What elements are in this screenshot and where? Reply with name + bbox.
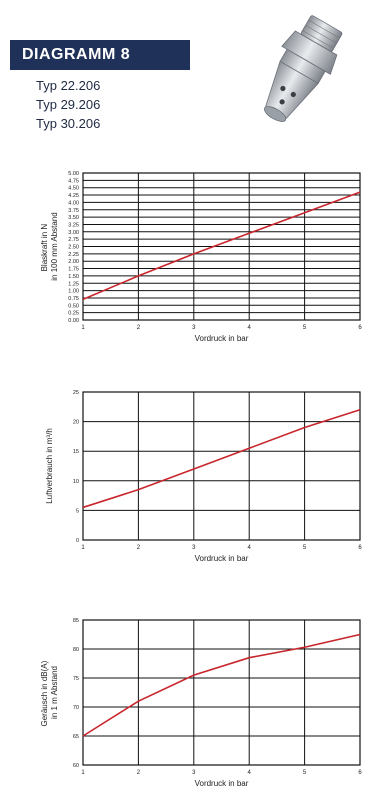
grid-lines bbox=[82, 391, 361, 541]
x-tick-label: 2 bbox=[137, 545, 141, 551]
chart-blaskraft: 0.000.25 0.500.751.00 1.251.501.75 2.002.25… bbox=[40, 171, 362, 343]
y-axis-label: Blaskraft in N in 100 mm Abstand bbox=[40, 212, 59, 280]
type-label-3: Typ 30.206 bbox=[36, 116, 101, 131]
y-tick-label: 2.25 bbox=[68, 252, 79, 258]
y-tick-label: 5 bbox=[76, 508, 79, 514]
y-tick-label: 5.00 bbox=[68, 171, 79, 177]
y-tick-label: 2.00 bbox=[68, 259, 79, 265]
x-tick-label: 4 bbox=[248, 770, 252, 776]
x-tick-label: 3 bbox=[192, 545, 196, 551]
y-tick-label: 0 bbox=[76, 538, 79, 544]
y-tick-label: 85 bbox=[73, 618, 79, 624]
y-axis-label: Geräusch in dB(A) in 1 m Abstand bbox=[40, 658, 59, 726]
y-tick-label: 0.25 bbox=[68, 311, 79, 317]
y-tick-label: 0.00 bbox=[68, 318, 79, 324]
y-axis-label-line-2: in 100 mm Abstand bbox=[50, 212, 59, 280]
x-tick-label: 2 bbox=[137, 325, 141, 331]
y-tick-label: 20 bbox=[73, 420, 79, 426]
plot-frame bbox=[82, 172, 361, 321]
y-tick-label: 3.50 bbox=[68, 215, 79, 221]
chart-geraeusch: 60 65 70 75 80 85 1 2 3 4 5 6 Vordruck in bar Gerä… bbox=[40, 618, 362, 788]
diagram-title-banner: DIAGRAMM 8 bbox=[10, 40, 190, 70]
y-tick-label: 2.50 bbox=[68, 245, 79, 251]
grid-lines bbox=[82, 619, 361, 766]
y-tick-label: 4.75 bbox=[68, 178, 79, 184]
x-tick-label: 5 bbox=[303, 325, 307, 331]
y-axis-label-line-2: in 1 m Abstand bbox=[50, 666, 59, 719]
y-axis-label-line-1: Geräusch in dB(A) bbox=[40, 660, 49, 726]
y-axis-label: Luftverbrauch in m³/h bbox=[45, 428, 54, 504]
y-tick-label: 25 bbox=[73, 390, 79, 396]
x-tick-label: 3 bbox=[192, 325, 196, 331]
series-line bbox=[82, 191, 361, 301]
y-axis-label-line-1: Blaskraft in N bbox=[40, 224, 49, 272]
y-tick-label: 0.50 bbox=[68, 303, 79, 309]
plot-frame bbox=[82, 391, 361, 541]
grid-lines bbox=[82, 172, 361, 321]
y-tick-label: 10 bbox=[73, 479, 79, 485]
x-tick-label: 1 bbox=[81, 770, 85, 776]
type-label-2: Typ 29.206 bbox=[36, 97, 101, 112]
y-tick-label: 75 bbox=[73, 676, 79, 682]
plot-frame bbox=[82, 619, 361, 766]
x-tick-label: 1 bbox=[81, 325, 85, 331]
x-tick-label: 2 bbox=[137, 770, 141, 776]
y-tick-label: 1.75 bbox=[68, 267, 79, 273]
chart-luftverbrauch: 0 5 10 15 20 25 1 2 3 4 5 6 Vordruck in bar Luftve… bbox=[45, 390, 362, 563]
series-line bbox=[82, 408, 361, 509]
x-axis-label: Vordruck in bar bbox=[195, 779, 249, 788]
y-tick-label: 0.75 bbox=[68, 296, 79, 302]
x-tick-label: 4 bbox=[248, 545, 252, 551]
y-tick-label: 3.25 bbox=[68, 222, 79, 228]
series-line bbox=[82, 633, 361, 737]
y-tick-label: 60 bbox=[73, 763, 79, 769]
nozzle-image bbox=[264, 15, 343, 122]
x-axis-label: Vordruck in bar bbox=[195, 334, 249, 343]
y-tick-label: 70 bbox=[73, 705, 79, 711]
diagram-title: DIAGRAMM 8 bbox=[22, 46, 131, 63]
y-tick-label: 1.25 bbox=[68, 281, 79, 287]
y-tick-label: 4.25 bbox=[68, 193, 79, 199]
y-tick-label: 80 bbox=[73, 647, 79, 653]
x-tick-label: 6 bbox=[358, 325, 362, 331]
y-tick-label: 4.00 bbox=[68, 200, 79, 206]
y-tick-label: 2.75 bbox=[68, 237, 79, 243]
x-tick-label: 1 bbox=[81, 545, 85, 551]
y-tick-label: 65 bbox=[73, 734, 79, 740]
x-tick-label: 4 bbox=[248, 325, 252, 331]
x-tick-label: 5 bbox=[303, 545, 307, 551]
x-tick-label: 3 bbox=[192, 770, 196, 776]
y-tick-label: 1.50 bbox=[68, 274, 79, 280]
x-tick-label: 6 bbox=[358, 770, 362, 776]
x-axis-label: Vordruck in bar bbox=[195, 554, 249, 563]
x-tick-label: 6 bbox=[358, 545, 362, 551]
x-tick-label: 5 bbox=[303, 770, 307, 776]
y-axis-label-line-1: Luftverbrauch in m³/h bbox=[45, 428, 54, 504]
y-tick-label: 4.50 bbox=[68, 186, 79, 192]
y-tick-label: 3.00 bbox=[68, 230, 79, 236]
type-label-1: Typ 22.206 bbox=[36, 78, 101, 93]
y-tick-label: 3.75 bbox=[68, 208, 79, 214]
y-tick-label: 15 bbox=[73, 449, 79, 455]
y-tick-label: 1.00 bbox=[68, 289, 79, 295]
